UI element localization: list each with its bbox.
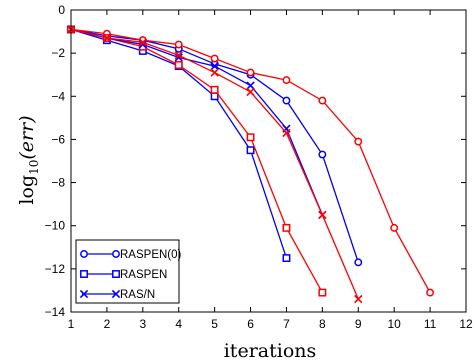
data-point (390, 223, 399, 232)
data-point (318, 288, 327, 297)
data-point (174, 61, 183, 69)
y-axis-label: log10(err) (16, 115, 41, 204)
legend-items: RASPEN(0) RASPEN RAS/N (79, 249, 182, 301)
data-point (426, 288, 435, 297)
data-point (210, 85, 219, 94)
x-tick-label: 5 (211, 317, 218, 331)
data-point (318, 210, 327, 220)
series-layer (66, 25, 435, 304)
data-point (246, 68, 255, 77)
data-point (354, 258, 363, 267)
data-point (174, 51, 183, 60)
legend-label: RASPEN (120, 269, 167, 281)
series-red-x (66, 25, 363, 304)
x-tick-label: 8 (319, 317, 326, 331)
x-tick-label: 4 (175, 317, 182, 331)
data-point (354, 294, 363, 304)
data-point (210, 61, 219, 71)
data-point (282, 254, 291, 263)
axes-layer: 1 2 3 4 5 6 7 8 9 10 11 120−2−4−6−8−10−12−14 (45, 3, 473, 331)
legend-label: RAS/N (120, 289, 155, 301)
y-tick-label: −4 (51, 89, 65, 103)
legend-marker (112, 250, 120, 258)
legend-marker (112, 270, 120, 278)
legend-marker (111, 289, 121, 299)
y-tick-label: −6 (51, 132, 65, 146)
legend-label: RASPEN(0) (120, 249, 182, 261)
x-tick-label: 2 (104, 317, 111, 331)
series-blue-x (66, 25, 327, 220)
x-axis-label: iterations (224, 340, 317, 362)
y-tick-label: 0 (58, 3, 65, 17)
data-point (246, 133, 255, 142)
data-point (354, 137, 363, 146)
legend-marker (79, 289, 89, 299)
x-tick-label: 7 (283, 317, 290, 331)
data-point (246, 87, 255, 97)
data-point (318, 150, 327, 159)
legend-entry: RASPEN (80, 269, 167, 281)
series-line (70, 28, 323, 216)
x-tick-label: 1 (68, 317, 75, 331)
y-axis-label-subscript: 10 (27, 160, 41, 175)
x-tick-label: 12 (459, 317, 473, 331)
y-tick-label: −14 (45, 305, 66, 319)
data-point (282, 96, 291, 105)
legend-marker (80, 250, 88, 258)
y-tick-label: −10 (45, 219, 66, 233)
y-axis-label-argument: (err) (16, 115, 38, 159)
x-tick-label: 11 (424, 317, 437, 331)
legend-marker (80, 270, 88, 278)
data-point (210, 54, 219, 63)
y-axis-label-base: log (16, 175, 38, 205)
y-tick-label: −8 (51, 176, 65, 190)
data-point (282, 76, 291, 85)
legend: RASPEN(0) RASPEN RAS/N (75, 239, 182, 304)
x-tick-label: 6 (247, 317, 254, 331)
data-point (282, 128, 291, 138)
data-point (246, 81, 255, 90)
legend-entry: RASPEN(0) (80, 249, 182, 261)
y-tick-label: −12 (45, 262, 66, 276)
data-point (282, 223, 291, 232)
data-point (210, 68, 219, 77)
y-tick-label: −2 (51, 46, 65, 60)
data-point (138, 38, 147, 47)
data-point (174, 40, 183, 49)
x-tick-label: 9 (355, 317, 362, 331)
x-tick-label: 3 (139, 317, 146, 331)
data-point (102, 33, 112, 43)
data-point (246, 146, 255, 155)
legend-entry: RAS/N (79, 289, 155, 301)
plot-area-frame (70, 9, 467, 313)
x-tick-label: 10 (388, 317, 402, 331)
legend-box (75, 239, 180, 304)
data-point (318, 96, 327, 105)
data-point (210, 92, 219, 101)
